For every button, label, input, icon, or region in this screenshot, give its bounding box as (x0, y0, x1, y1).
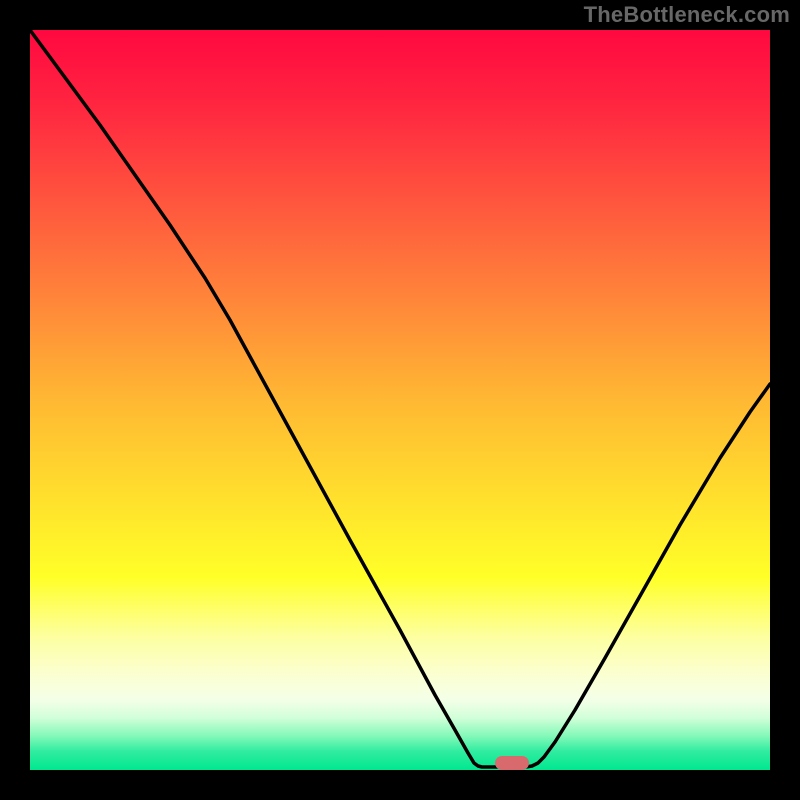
chart-frame: TheBottleneck.com (0, 0, 800, 800)
optimal-marker (495, 756, 529, 770)
bottleneck-curve (30, 30, 770, 770)
watermark-text: TheBottleneck.com (584, 2, 790, 28)
plot-area (30, 30, 770, 770)
